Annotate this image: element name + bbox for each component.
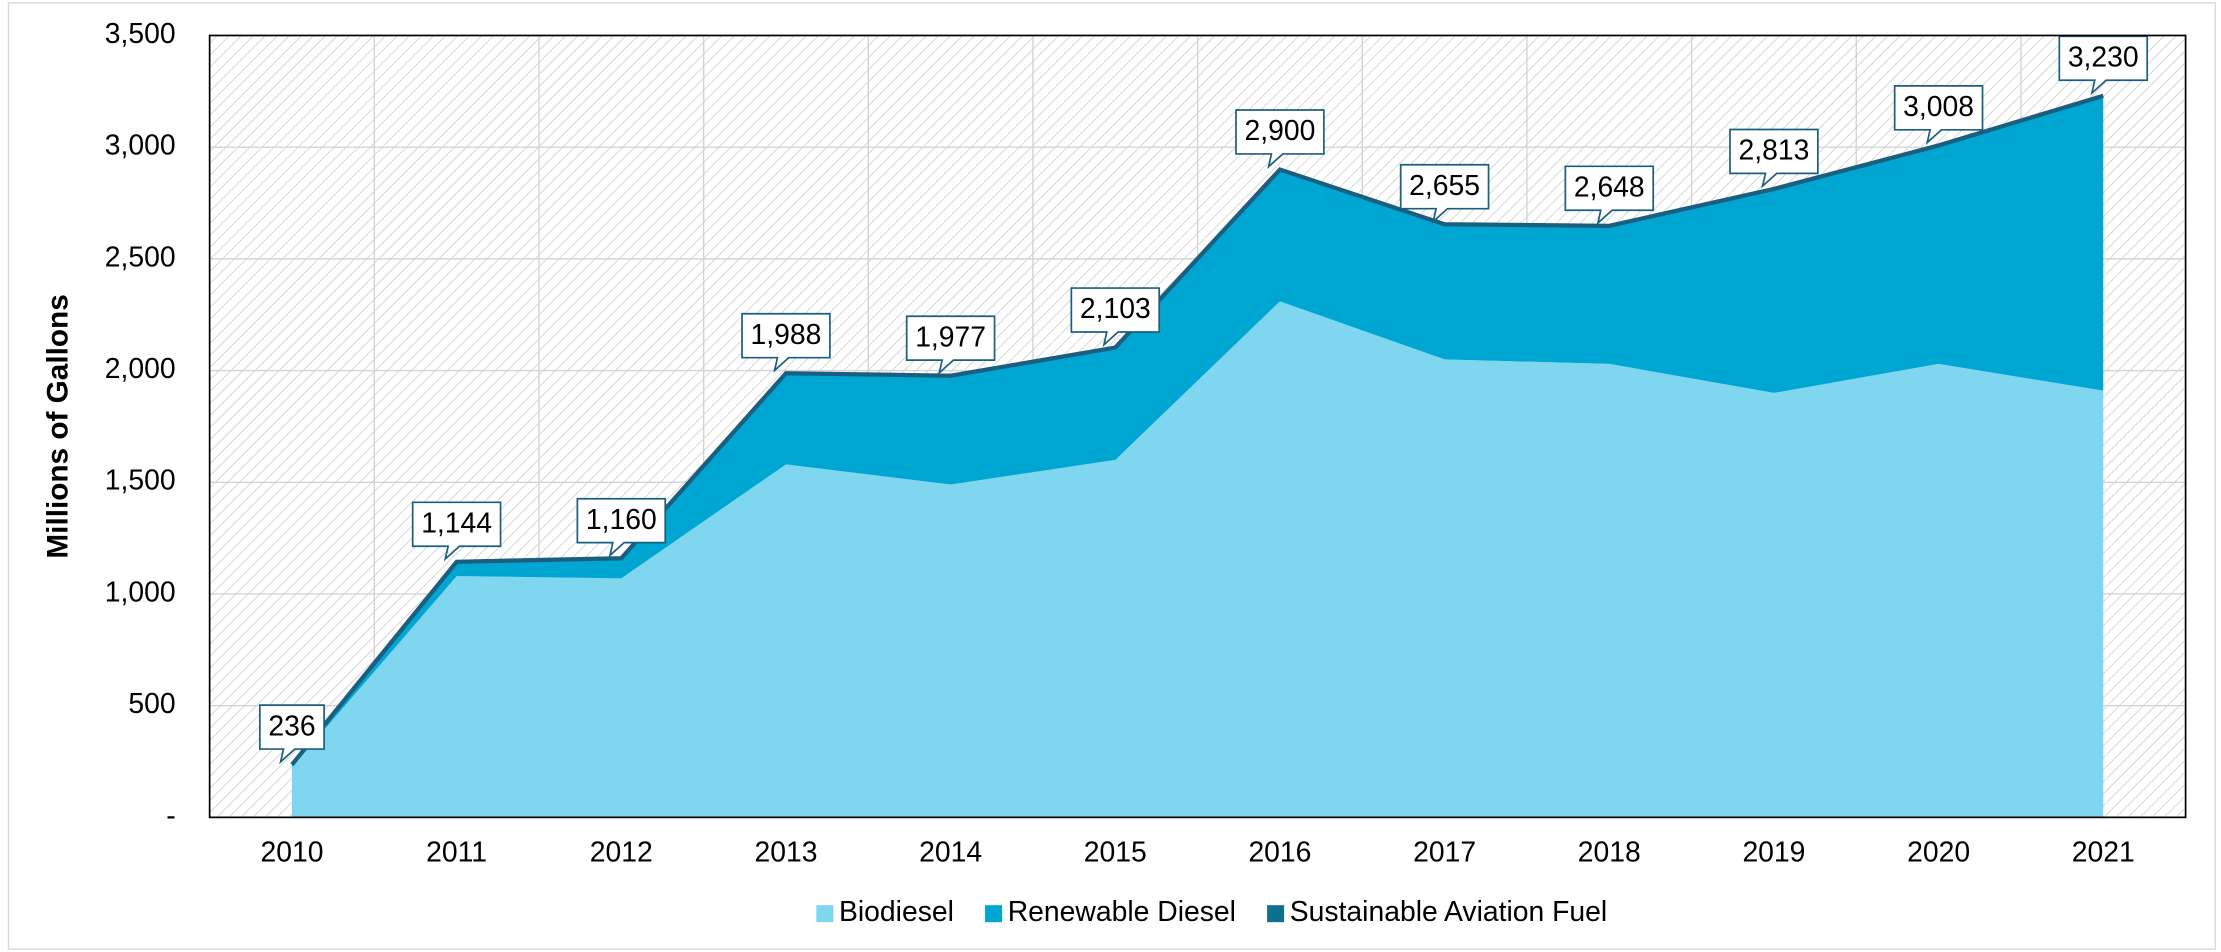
label-box: [1729, 128, 1819, 189]
total-label: 2,103: [1070, 287, 1161, 348]
total-value-label: 1,988: [751, 319, 822, 351]
label-box: [1235, 109, 1325, 170]
total-value-label: 3,230: [2068, 41, 2139, 73]
legend-swatch: [816, 905, 834, 923]
label-box: [1070, 287, 1161, 348]
label-box: [411, 501, 502, 562]
total-value-label: 1,144: [421, 507, 492, 539]
x-tick-label: 2010: [260, 837, 323, 869]
area: [291, 301, 2104, 818]
label-box: [905, 315, 996, 376]
legend-label: Renewable Diesel: [1008, 896, 1236, 928]
total-value-label: 2,103: [1080, 293, 1151, 325]
label-box: [2058, 35, 2149, 96]
x-tick-label: 2018: [1578, 837, 1641, 869]
legend-label: Biodiesel: [839, 896, 954, 928]
legend-swatch: [985, 905, 1003, 923]
total-value-label: 3,008: [1903, 91, 1974, 123]
x-tick-label: 2015: [1084, 837, 1147, 869]
label-box: [741, 312, 831, 373]
total-value-label: 2,648: [1574, 171, 1645, 203]
label-box: [1564, 165, 1655, 226]
total-label: 1,160: [576, 497, 667, 558]
label-box: [576, 497, 667, 558]
total-label: 1,988: [741, 312, 831, 373]
total-label: 2,813: [1729, 128, 1819, 189]
total-label: 2,655: [1399, 163, 1490, 224]
y-tick-label: 3,500: [105, 18, 176, 50]
x-tick-label: 2020: [1907, 837, 1970, 869]
x-tick-label: 2019: [1742, 837, 1805, 869]
area: [291, 96, 2104, 768]
x-tick-label: 2013: [754, 837, 817, 869]
total-value-label: 2,813: [1739, 135, 1810, 167]
y-tick-label: 1,000: [105, 576, 176, 608]
label-box: [258, 704, 325, 765]
legend-label: Sustainable Aviation Fuel: [1290, 896, 1607, 928]
y-tick-label: -: [166, 800, 175, 832]
x-tick-label: 2014: [919, 837, 982, 869]
y-tick-label: 3,000: [105, 130, 176, 162]
total-line: [290, 93, 2104, 766]
total-label: 236: [258, 704, 325, 765]
x-tick-label: 2012: [590, 837, 653, 869]
total-value-label: 2,900: [1245, 115, 1316, 147]
label-box: [1893, 85, 1984, 145]
y-tick-label: 500: [128, 688, 175, 720]
y-tick-label: 2,500: [105, 241, 176, 273]
total-value-label: 236: [268, 710, 315, 742]
x-tick-label: 2016: [1248, 837, 1311, 869]
x-tick-label: 2021: [2072, 837, 2135, 869]
plot-border: [208, 34, 2187, 819]
total-value-label: 2,655: [1409, 170, 1480, 202]
x-tick-label: 2011: [426, 837, 487, 869]
total-value-label: 1,160: [586, 504, 657, 536]
total-label: 1,977: [905, 315, 996, 376]
total-label: 1,144: [411, 501, 502, 562]
x-tick-label: 2017: [1413, 837, 1476, 869]
legend-swatch: [1267, 905, 1285, 923]
y-axis-label: Millions of Gallons: [41, 294, 74, 558]
y-tick-label: 2,000: [105, 353, 176, 385]
y-tick-label: 1,500: [105, 465, 176, 497]
total-label: 2,648: [1564, 165, 1655, 226]
total-value-label: 1,977: [915, 321, 986, 353]
label-box: [1399, 163, 1490, 224]
total-label: 3,008: [1893, 85, 1984, 145]
total-label: 3,230: [2058, 35, 2149, 96]
total-label: 2,900: [1235, 109, 1325, 170]
legend: Biodiesel Renewable Diesel Sustainable Avi…: [816, 896, 1607, 928]
